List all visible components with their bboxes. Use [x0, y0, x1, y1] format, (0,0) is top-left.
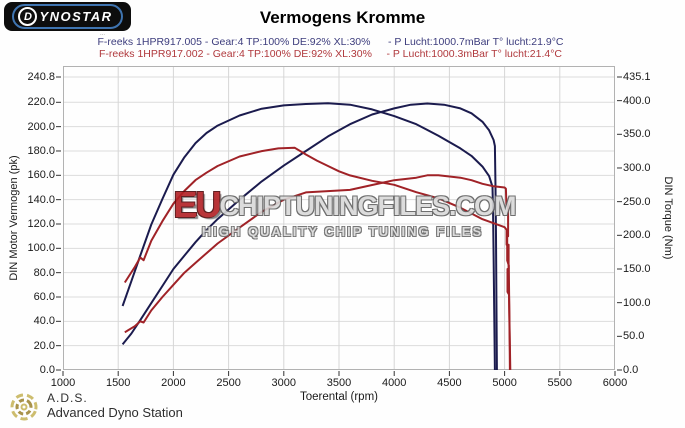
y-right-tick-label: 435.1: [623, 71, 651, 83]
y-right-tick-label: 50.0: [623, 330, 645, 343]
x-tick-label: 3000: [271, 377, 297, 389]
x-tick-label: 1500: [105, 377, 131, 389]
logo-fine-print: ...: [100, 31, 106, 37]
y-left-tick-label: 60.0: [33, 290, 55, 303]
legend: F-reeks 1HPR917.005 - Gear:4 TP:100% DE:…: [0, 36, 685, 60]
footer: A.D.S. Advanced Dyno Station: [8, 391, 183, 423]
y-right-tick-label: 200.0: [623, 229, 651, 242]
plot-area: DIN Motor Vermogen (pk) DIN Torque (Nm) …: [8, 66, 674, 403]
y-left-tick-label: 220.0: [27, 96, 55, 109]
ads-full-name: Advanced Dyno Station: [47, 405, 183, 420]
y-left-axis-title: DIN Motor Vermogen (pk): [8, 155, 20, 281]
x-tick-label: 5000: [492, 377, 517, 389]
legend-run-002: F-reeks 1HPR917.002 - Gear:4 TP:100% DE:…: [98, 47, 563, 60]
power-run-005-curve: [121, 102, 498, 371]
y-right-tick-label: 350.0: [623, 128, 651, 141]
torque-run-002-curve: [123, 146, 512, 371]
power-run-002-curve: [124, 174, 511, 371]
y-left-tick-label: 20.0: [33, 339, 55, 352]
dynostar-d-icon: D: [18, 7, 38, 26]
y-left-tick-label: 120.0: [27, 217, 55, 230]
y-left-tick-label: 180.0: [27, 144, 55, 157]
x-tick-label: 4500: [437, 377, 462, 389]
torque-run-005-curve: [121, 102, 496, 371]
plot-frame: [63, 66, 615, 370]
y-right-tick-label: 250.0: [623, 195, 651, 208]
y-left-tick-label: 140.0: [27, 193, 55, 206]
x-tick-label: 4000: [381, 377, 407, 389]
x-tick-label: 6000: [602, 377, 628, 389]
ads-text: A.D.S. Advanced Dyno Station: [47, 391, 183, 420]
legend-run-005: F-reeks 1HPR917.005 - Gear:4 TP:100% DE:…: [97, 36, 564, 48]
x-tick-label: 3500: [326, 377, 352, 389]
y-left-tick-label: 40.0: [33, 315, 55, 328]
x-tick-label: 2000: [161, 377, 186, 389]
y-right-tick-label: 0.0: [623, 364, 639, 376]
x-tick-label: 2500: [216, 377, 241, 389]
y-left-tick-label: 80.0: [33, 266, 55, 279]
y-left-tick-label: 160.0: [27, 169, 55, 182]
plot-canvas: [56, 66, 622, 376]
y-left-tick-label: 240.8: [27, 71, 55, 83]
ads-abbreviation: A.D.S.: [47, 391, 88, 405]
dynostar-logo: D YNOSTAR: [4, 2, 131, 31]
y-right-tick-label: 100.0: [623, 296, 651, 309]
y-left-tick-label: 200.0: [27, 120, 55, 133]
ads-swirl-icon: [10, 393, 38, 421]
y-left-tick-label: 100.0: [27, 242, 55, 255]
dynostar-logo-text: YNOSTAR: [39, 9, 113, 24]
x-tick-label: 5500: [547, 377, 573, 389]
y-right-tick-label: 300.0: [623, 161, 651, 174]
x-tick-label: 1000: [50, 377, 76, 389]
y-left-tick-label: 0.0: [39, 364, 55, 376]
y-right-tick-label: 150.0: [623, 262, 651, 275]
y-right-tick-label: 400.0: [623, 94, 651, 107]
chart-title: Vermogens Kromme: [259, 8, 426, 27]
dynostar-logo-capsule: D YNOSTAR: [12, 4, 123, 29]
y-right-axis-title: DIN Torque (Nm): [662, 176, 674, 260]
x-axis-title: Toerental (rpm): [300, 391, 378, 403]
